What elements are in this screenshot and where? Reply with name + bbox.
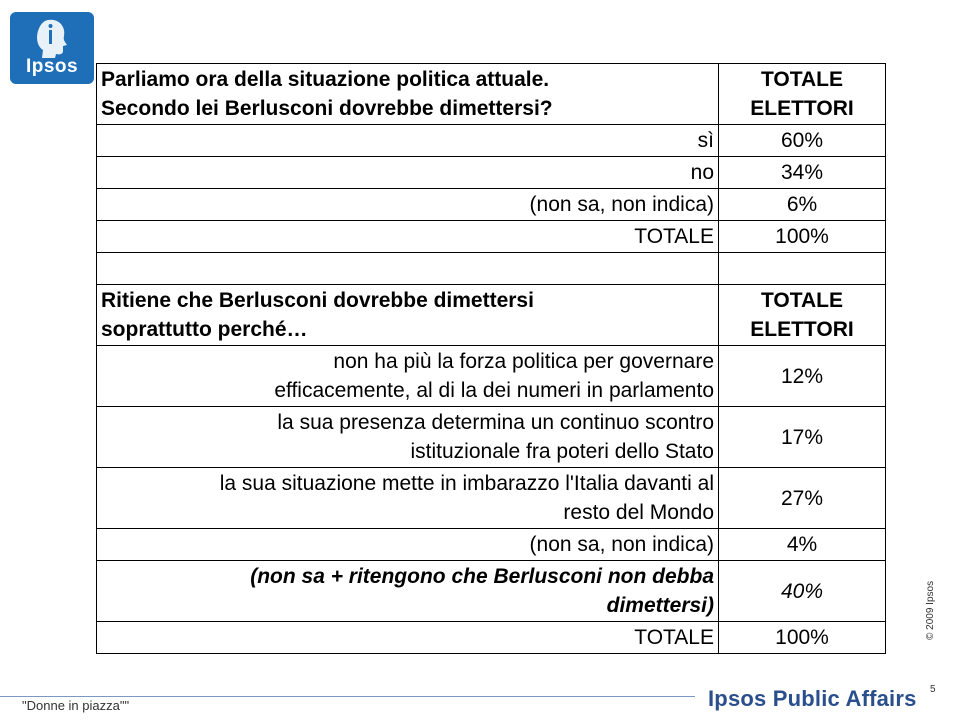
table-row: (non sa, non indica) 4% [96,528,886,561]
answer-value: 100% [718,220,886,253]
answer-value: 4% [718,528,886,561]
question-2-header-row: Ritiene che Berlusconi dovrebbe dimetter… [96,284,886,346]
question-2-line-1: Ritiene che Berlusconi dovrebbe dimetter… [101,289,534,312]
table-row: (non sa, non indica) 6% [96,188,886,221]
table-row-italic: (non sa + ritengono che Berlusconi non d… [96,560,886,622]
copyright-text: © 2009 Ipsos [925,580,936,640]
answer-label-line-2: dimettersi) [606,594,714,617]
answer-label-line-1: (non sa + ritengono che Berlusconi non d… [250,565,714,588]
column-header-totale-elettori-2: TOTALE ELETTORI [718,284,886,346]
answer-label: la sua situazione mette in imbarazzo l'I… [96,467,719,529]
table-row: la sua situazione mette in imbarazzo l'I… [96,467,886,529]
ipsos-logo: Ipsos [10,12,94,84]
answer-label: sì [96,124,719,157]
head-silhouette-icon [37,19,67,58]
column-header-line-1: TOTALE [760,68,844,91]
answer-value: 40% [718,560,886,622]
question-1-header-row: Parliamo ora della situazione politica a… [96,63,886,125]
footer-divider [0,696,695,697]
answer-value: 100% [718,621,886,654]
table-row-total: TOTALE 100% [96,621,886,654]
brand-name: Ipsos Public Affairs [708,686,917,711]
table-row: no 34% [96,156,886,189]
answer-label-line-1: la sua presenza determina un continuo sc… [277,411,714,434]
table-row: la sua presenza determina un continuo sc… [96,406,886,468]
footer-title: "Donne in piazza"" [22,698,130,713]
answer-label-line-1: non ha più la forza politica per governa… [333,350,714,373]
answer-label: no [96,156,719,189]
survey-table: Parliamo ora della situazione politica a… [96,63,886,654]
answer-label-line-2: istituzionale fra poteri dello Stato [410,440,714,463]
answer-value: 27% [718,467,886,529]
answer-value: 17% [718,406,886,468]
table-row: non ha più la forza politica per governa… [96,345,886,407]
answer-label-line-2: resto del Mondo [563,501,714,524]
column-header-line-2: ELETTORI [750,318,854,341]
answer-value: 6% [718,188,886,221]
spacer-row [96,252,886,285]
answer-label: (non sa, non indica) [96,188,719,221]
column-header-totale-elettori-1: TOTALE ELETTORI [718,63,886,125]
answer-label: non ha più la forza politica per governa… [96,345,719,407]
spacer-cell [718,252,886,285]
question-1-line-2: Secondo lei Berlusconi dovrebbe dimetter… [101,97,553,120]
page-number: 5 [930,684,936,695]
answer-label: TOTALE [96,220,719,253]
answer-label: la sua presenza determina un continuo sc… [96,406,719,468]
question-2-line-2: soprattutto perché… [101,318,308,341]
question-1-text: Parliamo ora della situazione politica a… [96,63,719,125]
answer-label: (non sa, non indica) [96,528,719,561]
answer-label: (non sa + ritengono che Berlusconi non d… [96,560,719,622]
spacer-cell [96,252,719,285]
column-header-line-1: TOTALE [760,289,844,312]
logo-text: Ipsos [25,56,79,77]
answer-value: 12% [718,345,886,407]
table-row: sì 60% [96,124,886,157]
question-2-text: Ritiene che Berlusconi dovrebbe dimetter… [96,284,719,346]
answer-label: TOTALE [96,621,719,654]
answer-value: 34% [718,156,886,189]
answer-value: 60% [718,124,886,157]
answer-label-line-2: efficacemente, al di la dei numeri in pa… [274,379,714,402]
column-header-line-2: ELETTORI [750,97,854,120]
question-1-line-1: Parliamo ora della situazione politica a… [101,68,550,91]
table-row-total: TOTALE 100% [96,220,886,253]
answer-label-line-1: la sua situazione mette in imbarazzo l'I… [219,472,714,495]
